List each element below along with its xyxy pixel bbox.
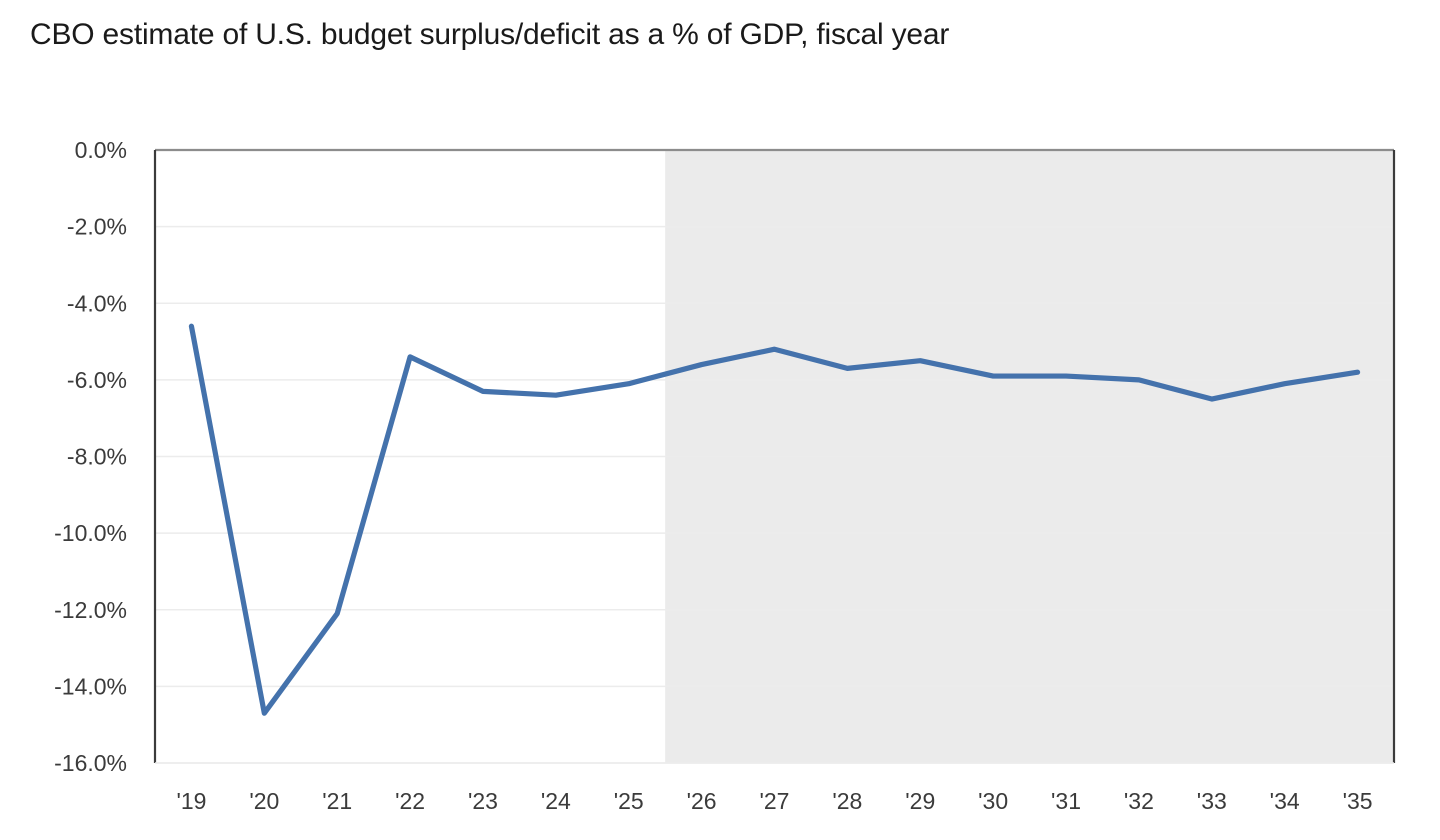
x-axis-tick-label: '19 bbox=[176, 788, 206, 814]
x-axis-tick-label: '23 bbox=[468, 788, 498, 814]
x-axis-tick-label: '21 bbox=[322, 788, 352, 814]
x-axis-tick-label: '24 bbox=[541, 788, 571, 814]
x-axis-tick-label: '20 bbox=[249, 788, 279, 814]
page-title: CBO estimate of U.S. budget surplus/defi… bbox=[30, 18, 950, 51]
y-axis-tick-label: -2.0% bbox=[67, 214, 127, 240]
x-axis-tick-label: '29 bbox=[905, 788, 935, 814]
y-axis-tick-label: -6.0% bbox=[67, 367, 127, 393]
x-axis-tick-label: '22 bbox=[395, 788, 425, 814]
y-axis-tick-label: 0.0% bbox=[75, 137, 127, 163]
x-axis-tick-label: '33 bbox=[1197, 788, 1227, 814]
axis-lines bbox=[153, 150, 1396, 764]
data-series-lines bbox=[188, 323, 1361, 716]
x-axis-tick-label: '30 bbox=[978, 788, 1008, 814]
x-axis-tick-label: '31 bbox=[1051, 788, 1081, 814]
y-axis-tick-labels: 0.0% -2.0% -4.0% -6.0% -8.0% -10.0% -12.0% -14.… bbox=[54, 137, 127, 776]
x-axis-tick-label: '35 bbox=[1343, 788, 1373, 814]
series-line-budget-deficit bbox=[188, 323, 1361, 716]
y-axis-tick-label: -4.0% bbox=[67, 290, 127, 316]
x-axis-tick-labels: '19 '20 '21 '22 '23 '24 '25 '26 '27 '28 '29 '30 '31 '… bbox=[176, 788, 1372, 814]
x-axis-tick-label: '34 bbox=[1270, 788, 1300, 814]
y-axis-tick-label: -10.0% bbox=[54, 520, 127, 546]
y-axis-tick-label: -16.0% bbox=[54, 750, 127, 776]
x-axis-tick-label: '26 bbox=[687, 788, 717, 814]
y-axis-tick-label: -14.0% bbox=[54, 673, 127, 699]
x-axis-tick-label: '28 bbox=[832, 788, 862, 814]
x-axis-tick-label: '27 bbox=[760, 788, 790, 814]
x-axis-tick-label: '32 bbox=[1124, 788, 1154, 814]
y-axis-tick-label: -8.0% bbox=[67, 444, 127, 470]
x-axis-tick-label: '25 bbox=[614, 788, 644, 814]
y-axis-tick-label: -12.0% bbox=[54, 597, 127, 623]
